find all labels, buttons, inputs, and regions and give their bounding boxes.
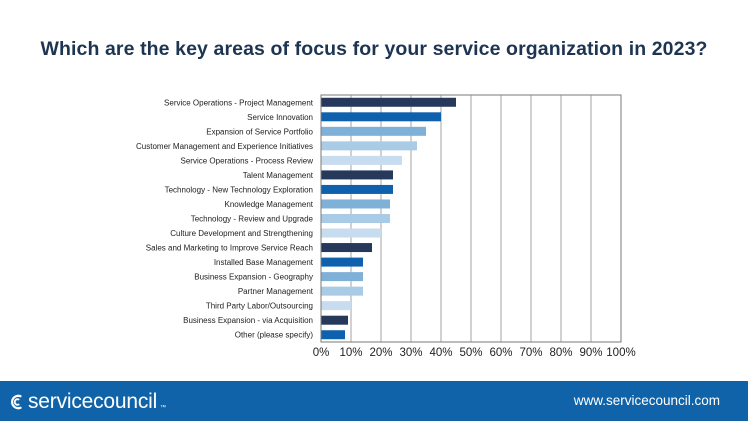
category-label: Third Party Labor/Outsourcing [206, 302, 313, 311]
bar [321, 257, 363, 267]
x-tick-label: 60% [489, 347, 512, 359]
category-label: Talent Management [243, 171, 314, 180]
servicecouncil-logo-icon [11, 394, 22, 410]
bar [321, 112, 441, 122]
category-label: Business Expansion - Geography [194, 273, 313, 282]
bar [321, 170, 393, 180]
bar [321, 243, 372, 253]
category-label: Business Expansion - via Acquisition [183, 316, 313, 325]
bar [321, 126, 426, 136]
category-label: Service Innovation [247, 113, 313, 122]
category-labels: Service Operations - Project Management S… [136, 98, 314, 339]
bar-chart: Service Operations - Project Management S… [136, 94, 636, 359]
x-tick-label: 0% [313, 347, 330, 359]
bar [321, 286, 363, 296]
logo[interactable]: servicecouncil ™ [9, 390, 166, 414]
bar [321, 330, 345, 340]
x-tick-label: 30% [399, 347, 422, 359]
logo-trademark: ™ [160, 405, 167, 411]
bar [321, 141, 417, 151]
category-label: Expansion of Service Portfolio [206, 127, 313, 136]
x-axis-ticks: 0% 10% 20% 30% 40% 50% 60% 70% 80% 90% 100% [313, 347, 636, 359]
category-label: Culture Development and Strengthening [170, 229, 313, 238]
chart-title: Which are the key areas of focus for you… [40, 38, 708, 60]
bar [321, 155, 402, 165]
category-label: Customer Management and Experience Initi… [136, 142, 313, 151]
bar [321, 184, 393, 194]
logo-text: servicecouncil [28, 390, 158, 413]
x-tick-label: 70% [519, 347, 542, 359]
category-label: Partner Management [238, 287, 314, 296]
x-tick-label: 100% [606, 347, 635, 359]
category-label: Service Operations - Project Management [164, 98, 314, 107]
footer-bar: servicecouncil ™ www.servicecouncil.com [0, 381, 748, 421]
bar [321, 228, 381, 238]
bar [321, 272, 363, 282]
bar [321, 315, 348, 325]
bar [321, 199, 390, 209]
bar [321, 214, 390, 223]
category-label: Sales and Marketing to Improve Service R… [146, 244, 313, 253]
bars [321, 97, 456, 340]
x-tick-label: 50% [459, 347, 482, 359]
category-label: Knowledge Management [224, 200, 313, 209]
category-label: Technology - Review and Upgrade [191, 215, 314, 224]
x-tick-label: 20% [369, 347, 392, 359]
plot-frame [320, 94, 622, 343]
x-tick-label: 10% [339, 347, 362, 359]
x-tick-label: 80% [549, 347, 572, 359]
category-label: Service Operations - Process Review [181, 156, 314, 165]
category-label: Installed Base Management [214, 258, 314, 267]
x-tick-label: 90% [579, 347, 602, 359]
category-label: Other (please specify) [235, 331, 314, 340]
bar [321, 97, 456, 107]
bar [321, 301, 351, 311]
category-label: Technology - New Technology Exploration [165, 185, 313, 194]
website-link[interactable]: www.servicecouncil.com [573, 393, 720, 408]
x-tick-label: 40% [429, 347, 452, 359]
